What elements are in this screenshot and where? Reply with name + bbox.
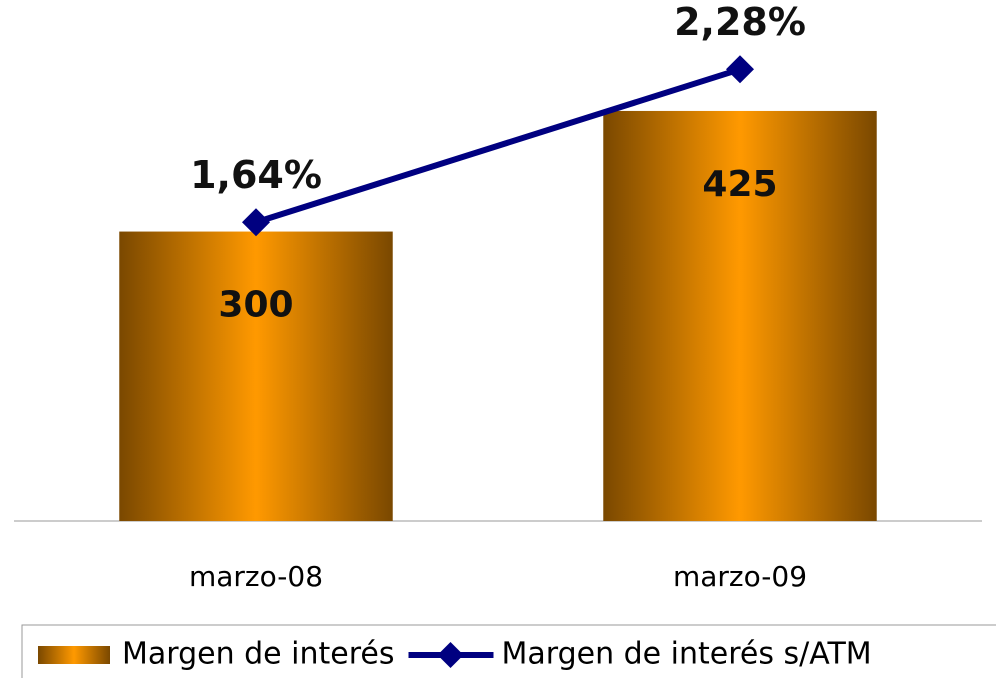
legend-swatch [38, 646, 110, 664]
legend-label: Margen de interés s/ATM [502, 637, 872, 672]
x-tick-label: marzo-08 [189, 560, 323, 593]
legend-label: Margen de interés [122, 637, 395, 672]
legend-box [21, 624, 996, 678]
x-tick-label: marzo-09 [673, 560, 807, 593]
line [255, 66, 741, 226]
legend-swatch-marker [437, 642, 464, 668]
line-label: 2,28% [674, 0, 806, 44]
line-marker [242, 208, 270, 237]
line-marker [726, 55, 754, 84]
bar [603, 110, 877, 521]
bar [119, 231, 393, 522]
bar-label: 425 [702, 164, 777, 205]
bar-label: 300 [218, 285, 293, 326]
line-label: 1,64% [190, 153, 322, 197]
